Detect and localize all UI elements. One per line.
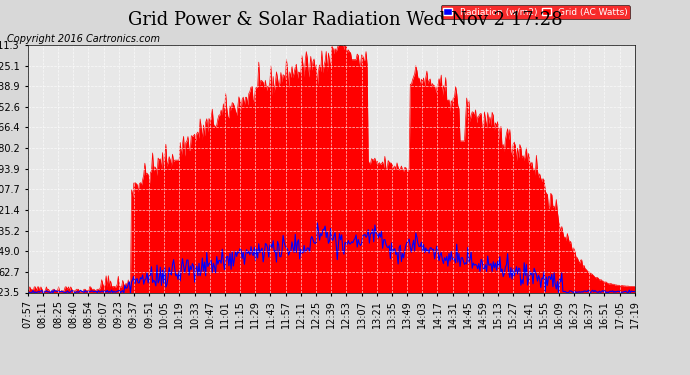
Legend: Radiation (w/m2), Grid (AC Watts): Radiation (w/m2), Grid (AC Watts): [441, 5, 630, 20]
Text: Grid Power & Solar Radiation Wed Nov 2 17:28: Grid Power & Solar Radiation Wed Nov 2 1…: [128, 11, 562, 29]
Text: Copyright 2016 Cartronics.com: Copyright 2016 Cartronics.com: [7, 34, 160, 44]
